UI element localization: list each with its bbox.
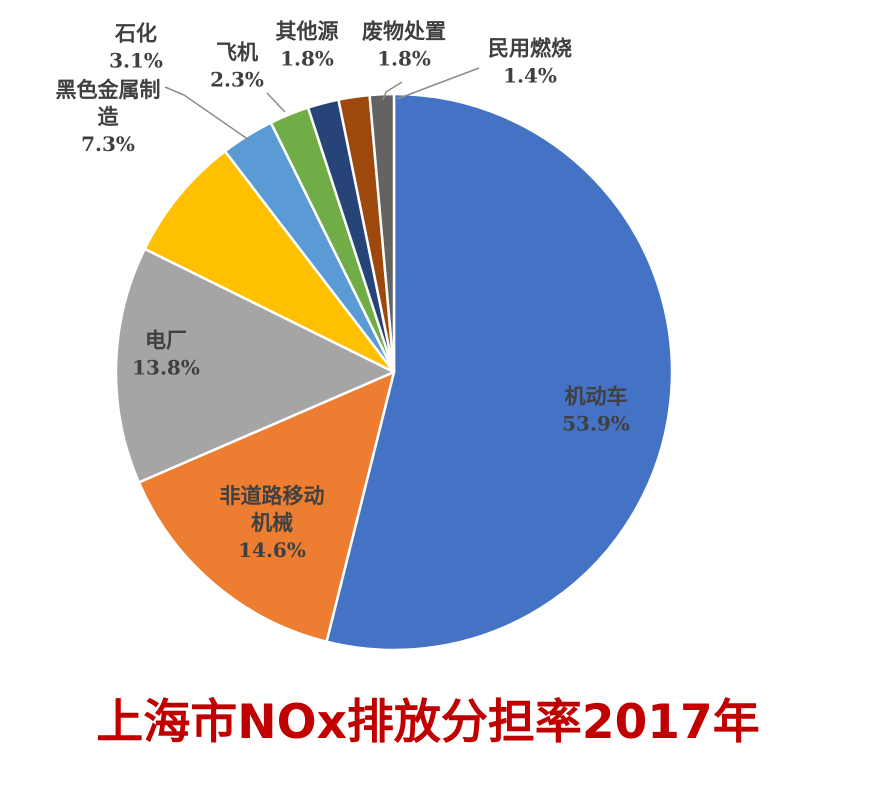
slice-value-label: 3.1% [109,49,163,73]
leader-line [164,86,250,141]
slice-label: 机动车 53.9% [562,385,630,436]
slice-category-label: 其他源 [276,20,339,44]
pie-slices [114,92,674,652]
slice-value-label: 13.8% [132,356,200,380]
pie-slice [325,92,674,652]
slice-label: 其他源 1.8% [276,20,339,71]
slice-label: 民用燃烧 1.4% [488,37,572,88]
slice-category-label: 造 [98,105,120,129]
slice-label: 电厂 13.8% [132,329,200,380]
leader-line [396,67,480,100]
slice-category-label: 机动车 [565,385,628,409]
slice-category-label: 黑色金属制 [56,78,161,102]
slice-value-label: 1.8% [377,47,431,71]
pie-slice [368,92,396,374]
slice-category-label: 非道路移动 [220,484,325,508]
slice-category-label: 废物处置 [362,20,446,44]
pie-slice [143,150,396,374]
leader-line [266,92,286,113]
pie-slice [114,247,396,484]
slice-value-label: 2.3% [210,68,264,92]
slice-category-label: 电厂 [145,329,187,353]
slice-value-label: 14.6% [238,538,306,562]
leader-line [382,81,403,101]
slice-label: 飞机 2.3% [210,41,264,92]
slice-category-label: 机械 [251,511,293,535]
slice-category-label: 石化 [114,22,157,46]
slice-label: 废物处置 1.8% [362,20,446,71]
slice-category-label: 民用燃烧 [488,37,572,61]
pie-slice [137,370,396,643]
slice-value-label: 53.9% [562,412,630,436]
chart-title: 上海市NOx排放分担率2017年 [96,695,759,750]
slice-label: 石化 3.1% [109,22,163,73]
leader-lines [164,67,480,141]
slice-value-label: 1.8% [280,47,334,71]
slice-category-label: 飞机 [216,41,258,65]
slice-value-label: 7.3% [81,132,135,156]
slice-value-label: 1.4% [503,64,557,88]
